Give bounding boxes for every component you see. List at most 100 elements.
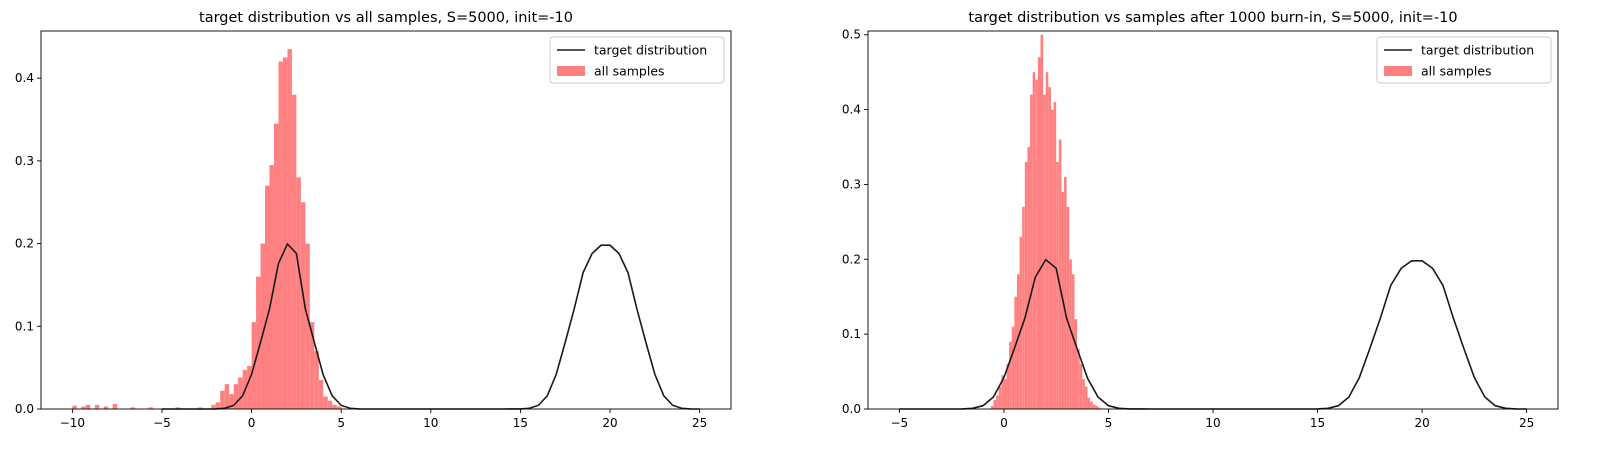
x-tick-label: 25 <box>1519 416 1534 430</box>
x-tick-label: 15 <box>513 416 528 430</box>
histogram-bar <box>282 57 288 410</box>
x-tick-label: −5 <box>891 416 909 430</box>
histogram-bar <box>229 394 234 409</box>
x-tick-label: 20 <box>602 416 617 430</box>
y-tick-label: 0.2 <box>842 252 861 266</box>
histogram-bar <box>1022 206 1025 409</box>
histogram-bar <box>269 164 274 409</box>
legend-box <box>1376 36 1552 84</box>
histogram-bar <box>260 243 266 409</box>
histogram-bars <box>990 34 1101 410</box>
histogram-bar <box>1087 397 1091 409</box>
histogram-bar <box>1019 236 1023 409</box>
y-tick-label: 0.5 <box>842 28 861 42</box>
histogram-bar <box>990 406 994 409</box>
x-tick-label: 10 <box>423 416 438 430</box>
histogram-bar <box>318 380 324 409</box>
histogram-bar <box>211 404 216 409</box>
histogram-bar <box>1009 341 1012 409</box>
histogram-bar <box>1098 407 1101 409</box>
histogram-bar <box>1084 386 1088 409</box>
histogram-bar <box>1095 406 1098 409</box>
histogram-bar <box>287 49 292 410</box>
histogram-bar <box>1035 79 1038 409</box>
histogram-bar <box>1040 34 1044 409</box>
y-tick-label: 0.3 <box>842 177 861 191</box>
histogram-bar <box>1077 349 1080 409</box>
histogram-bar <box>256 276 261 409</box>
histogram-bar <box>1016 274 1020 409</box>
histogram-bar <box>323 396 328 409</box>
histogram-bar <box>1058 139 1062 409</box>
y-tick-label: 0.1 <box>842 327 861 341</box>
y-tick-label: 0.4 <box>15 71 34 85</box>
histogram-bar <box>1066 206 1070 409</box>
histogram-bar <box>1069 259 1072 409</box>
histogram-bar <box>336 406 342 409</box>
y-tick-label: 0.3 <box>15 154 34 168</box>
x-tick-label: 10 <box>1205 416 1220 430</box>
histogram-bar <box>1014 296 1017 409</box>
y-tick-label: 0.2 <box>15 237 34 251</box>
x-tick-label: 0 <box>248 416 256 430</box>
histogram-bar <box>1006 364 1010 409</box>
histogram-bar <box>1090 401 1093 409</box>
histogram-bar <box>996 395 999 409</box>
histogram-bar <box>1001 375 1004 409</box>
histogram-bar <box>305 243 310 409</box>
y-tick-label: 0.0 <box>842 402 861 416</box>
histogram-bar <box>72 405 77 409</box>
histogram-bar <box>148 407 154 409</box>
x-tick-label: 20 <box>1414 416 1429 430</box>
x-tick-label: 0 <box>1000 416 1008 430</box>
histogram-bar <box>94 404 100 409</box>
axes-frame <box>40 30 732 410</box>
legend: target distribution all samples <box>1376 36 1552 84</box>
histogram-bar <box>1024 161 1028 409</box>
histogram-bar <box>314 351 319 409</box>
histogram-bar <box>993 400 997 409</box>
x-tick-label: −10 <box>60 416 85 430</box>
x-tick-label: −5 <box>153 416 171 430</box>
histogram-bar <box>1048 87 1051 409</box>
histogram-bar <box>327 400 333 409</box>
histogram-bar <box>1053 102 1057 409</box>
histogram-bar <box>215 402 221 409</box>
histogram-bar <box>998 386 1002 409</box>
histogram-bar <box>85 404 91 409</box>
histogram-bar <box>1079 364 1083 409</box>
histogram-bar <box>278 61 283 409</box>
histogram-bar <box>220 390 225 409</box>
left-chart: target distribution vs all samples, S=50… <box>15 10 732 430</box>
legend-entry-label: target distribution <box>1421 43 1534 58</box>
x-tick-label: 25 <box>692 416 707 430</box>
histogram-bar <box>1030 94 1033 409</box>
x-tick-label: 5 <box>337 416 345 430</box>
histogram-bar <box>1092 404 1096 409</box>
legend-patch-swatch <box>557 66 585 76</box>
histogram-bar <box>1045 72 1049 409</box>
right-chart-title: target distribution vs samples after 100… <box>968 10 1457 26</box>
histogram-bar <box>247 365 252 409</box>
histogram-bar <box>81 406 86 409</box>
histogram-bar <box>265 185 270 409</box>
y-tick-label: 0.1 <box>15 319 34 333</box>
histogram-bar <box>130 407 136 409</box>
histogram-bar <box>1064 176 1067 409</box>
histogram-bar <box>233 384 239 409</box>
x-tick-label: 5 <box>1105 416 1113 430</box>
histogram-bar <box>175 407 180 409</box>
legend-box <box>549 36 725 84</box>
histogram-bar <box>224 384 230 409</box>
histogram-bar <box>1043 94 1046 409</box>
target-distribution-line <box>899 258 1527 410</box>
histogram-bar <box>1011 326 1015 409</box>
x-tick-label: 15 <box>1310 416 1325 430</box>
histogram-bar <box>300 202 306 409</box>
histogram-bar <box>103 406 109 409</box>
histogram-bars <box>72 49 342 410</box>
histogram-bar <box>1050 109 1054 410</box>
legend-entry-label: all samples <box>1421 64 1492 79</box>
legend: target distribution all samples <box>549 36 725 84</box>
